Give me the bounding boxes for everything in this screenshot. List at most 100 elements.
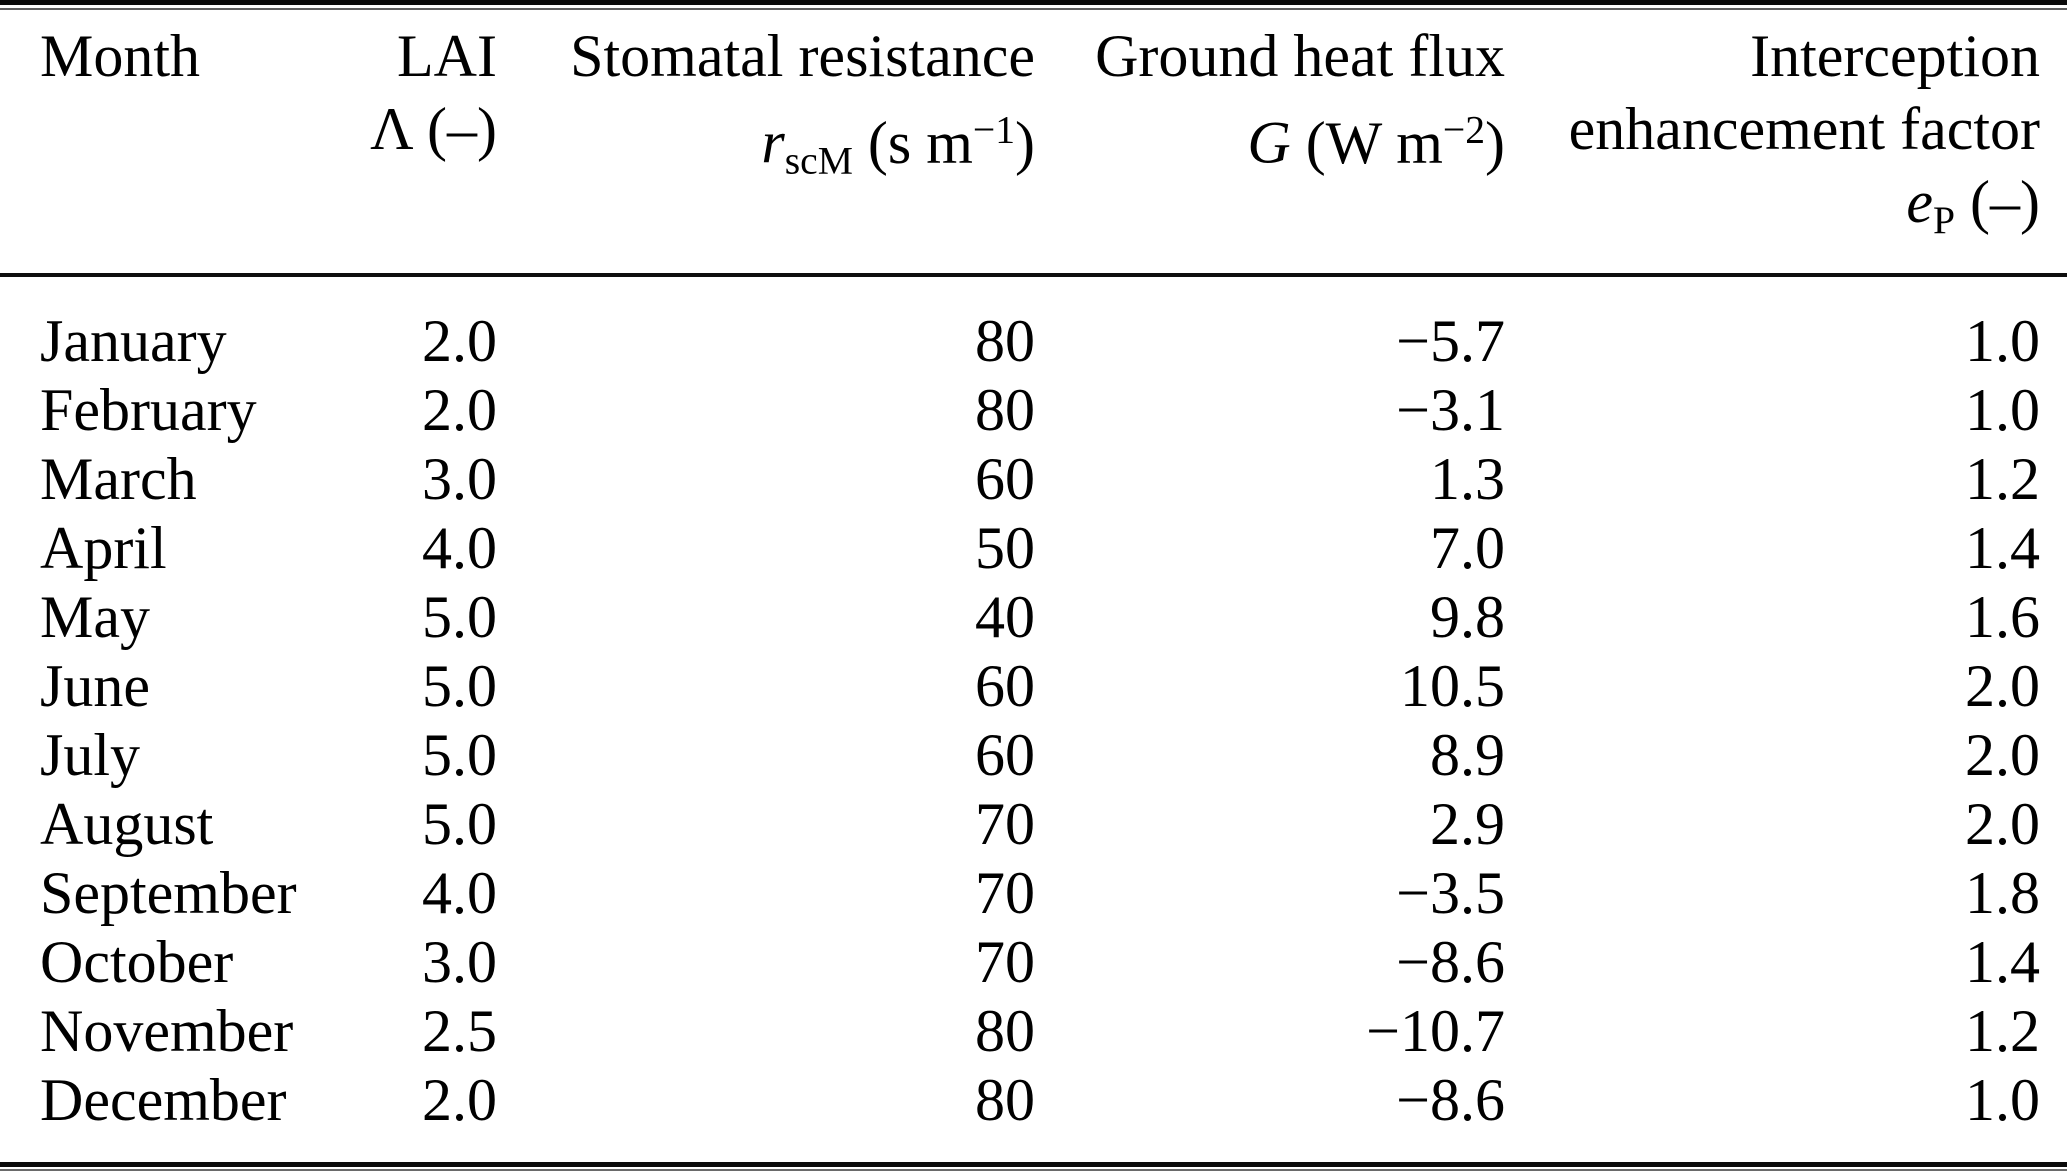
cell-interception-factor: 1.8 — [1965, 860, 2040, 927]
cell-month: January — [40, 308, 227, 375]
lai-unit: (–) — [427, 96, 497, 162]
table-top-rule-thick — [0, 0, 2067, 5]
stomatal-unit-open: (s m — [867, 109, 973, 176]
ground-unit-open: (W m — [1305, 109, 1443, 176]
table-row: September 4.0 70 −3.5 1.8 — [0, 859, 2067, 928]
ground-unit-exponent: −2 — [1442, 107, 1486, 151]
cell-interception-factor: 1.4 — [1965, 515, 2040, 582]
table-bottom-rule-thick — [0, 1162, 2067, 1168]
table-top-rule-thin — [0, 8, 2067, 10]
cell-lai: 4.0 — [422, 515, 497, 582]
cell-lai: 2.5 — [422, 998, 497, 1065]
cell-ground-heat-flux: −8.6 — [1396, 1067, 1505, 1134]
e-symbol: e — [1906, 169, 1934, 235]
cell-lai: 2.0 — [422, 377, 497, 444]
cell-lai: 5.0 — [422, 791, 497, 858]
header-ground-symbol-line: G (W m−2) — [1035, 93, 1505, 180]
lambda-symbol: Λ — [370, 96, 413, 162]
cell-month: August — [40, 791, 214, 858]
cell-interception-factor: 2.0 — [1965, 653, 2040, 720]
table-row: March 3.0 60 1.3 1.2 — [0, 445, 2067, 514]
cell-ground-heat-flux: 1.3 — [1430, 446, 1505, 513]
cell-interception-factor: 1.0 — [1965, 377, 2040, 444]
table-row: November 2.5 80 −10.7 1.2 — [0, 997, 2067, 1066]
header-stomatal-resistance: Stomatal resistance rscM (s m−1) — [497, 10, 1035, 278]
cell-month: December — [40, 1067, 287, 1134]
cell-stomatal-resistance: 60 — [975, 446, 1035, 513]
stomatal-unit-exponent: −1 — [972, 107, 1016, 151]
cell-lai: 5.0 — [422, 722, 497, 789]
table-body: January 2.0 80 −5.7 1.0 February 2.0 80 … — [0, 275, 2067, 1162]
header-lai-symbol-line: Λ (–) — [300, 93, 497, 166]
table-row: December 2.0 80 −8.6 1.0 — [0, 1066, 2067, 1162]
r-symbol: r — [761, 109, 785, 176]
table-header: Month LAI Λ (–) Stomatal resistance rscM… — [0, 10, 2067, 278]
cell-stomatal-resistance: 70 — [975, 860, 1035, 927]
cell-month: June — [40, 653, 150, 720]
cell-ground-heat-flux: −8.6 — [1396, 929, 1505, 996]
cell-ground-heat-flux: 2.9 — [1430, 791, 1505, 858]
table-row: August 5.0 70 2.9 2.0 — [0, 790, 2067, 859]
table-row: April 4.0 50 7.0 1.4 — [0, 514, 2067, 583]
cell-stomatal-resistance: 70 — [975, 791, 1035, 858]
cell-interception-factor: 1.2 — [1965, 446, 2040, 513]
ground-unit-close: ) — [1485, 109, 1505, 176]
cell-ground-heat-flux: −10.7 — [1366, 998, 1505, 1065]
header-interception-symbol-line: eP (–) — [1505, 166, 2040, 257]
header-stomatal-title: Stomatal resistance — [570, 23, 1035, 89]
cell-stomatal-resistance: 80 — [975, 1067, 1035, 1134]
cell-stomatal-resistance: 80 — [975, 998, 1035, 1065]
cell-lai: 2.0 — [422, 308, 497, 375]
cell-month: September — [40, 860, 297, 927]
table-row: October 3.0 70 −8.6 1.4 — [0, 928, 2067, 997]
monthly-vegetation-parameters-table: Month LAI Λ (–) Stomatal resistance rscM… — [0, 10, 2067, 1162]
cell-month: November — [40, 998, 294, 1065]
cell-stomatal-resistance: 60 — [975, 722, 1035, 789]
header-lai-title: LAI — [397, 23, 497, 89]
cell-ground-heat-flux: −3.1 — [1396, 377, 1505, 444]
cell-ground-heat-flux: 8.9 — [1430, 722, 1505, 789]
cell-interception-factor: 1.2 — [1965, 998, 2040, 1065]
cell-month: April — [40, 515, 167, 582]
cell-lai: 3.0 — [422, 446, 497, 513]
header-ground-title: Ground heat flux — [1095, 23, 1505, 89]
cell-ground-heat-flux: 9.8 — [1430, 584, 1505, 651]
cell-interception-factor: 1.0 — [1965, 308, 2040, 375]
cell-ground-heat-flux: −3.5 — [1396, 860, 1505, 927]
interception-unit: (–) — [1970, 169, 2040, 235]
cell-stomatal-resistance: 50 — [975, 515, 1035, 582]
table-row: June 5.0 60 10.5 2.0 — [0, 652, 2067, 721]
r-symbol-subscript: scM — [784, 138, 853, 183]
header-interception-title-line2: enhancement factor — [1568, 96, 2040, 162]
cell-month: March — [40, 446, 197, 513]
cell-stomatal-resistance: 80 — [975, 308, 1035, 375]
table-row: July 5.0 60 8.9 2.0 — [0, 721, 2067, 790]
cell-interception-factor: 2.0 — [1965, 791, 2040, 858]
cell-month: July — [40, 722, 141, 789]
cell-stomatal-resistance: 70 — [975, 929, 1035, 996]
table-row: February 2.0 80 −3.1 1.0 — [0, 376, 2067, 445]
ground-unit: (W m−2) — [1305, 107, 1505, 176]
header-interception-title-line1: Interception — [1750, 23, 2040, 89]
stomatal-unit: (s m−1) — [867, 107, 1035, 176]
cell-interception-factor: 1.6 — [1965, 584, 2040, 651]
header-lai: LAI Λ (–) — [300, 10, 497, 278]
cell-interception-factor: 2.0 — [1965, 722, 2040, 789]
cell-month: May — [40, 584, 150, 651]
cell-month: February — [40, 377, 257, 444]
cell-lai: 2.0 — [422, 1067, 497, 1134]
cell-ground-heat-flux: 10.5 — [1400, 653, 1505, 720]
header-month-label: Month — [40, 23, 201, 89]
table-row: January 2.0 80 −5.7 1.0 — [0, 275, 2067, 376]
cell-stomatal-resistance: 80 — [975, 377, 1035, 444]
cell-lai: 5.0 — [422, 653, 497, 720]
cell-lai: 5.0 — [422, 584, 497, 651]
header-ground-heat-flux: Ground heat flux G (W m−2) — [1035, 10, 1505, 278]
cell-month: October — [40, 929, 234, 996]
cell-ground-heat-flux: −5.7 — [1396, 308, 1505, 375]
cell-lai: 3.0 — [422, 929, 497, 996]
cell-stomatal-resistance: 40 — [975, 584, 1035, 651]
e-symbol-subscript: P — [1933, 198, 1956, 243]
cell-ground-heat-flux: 7.0 — [1430, 515, 1505, 582]
